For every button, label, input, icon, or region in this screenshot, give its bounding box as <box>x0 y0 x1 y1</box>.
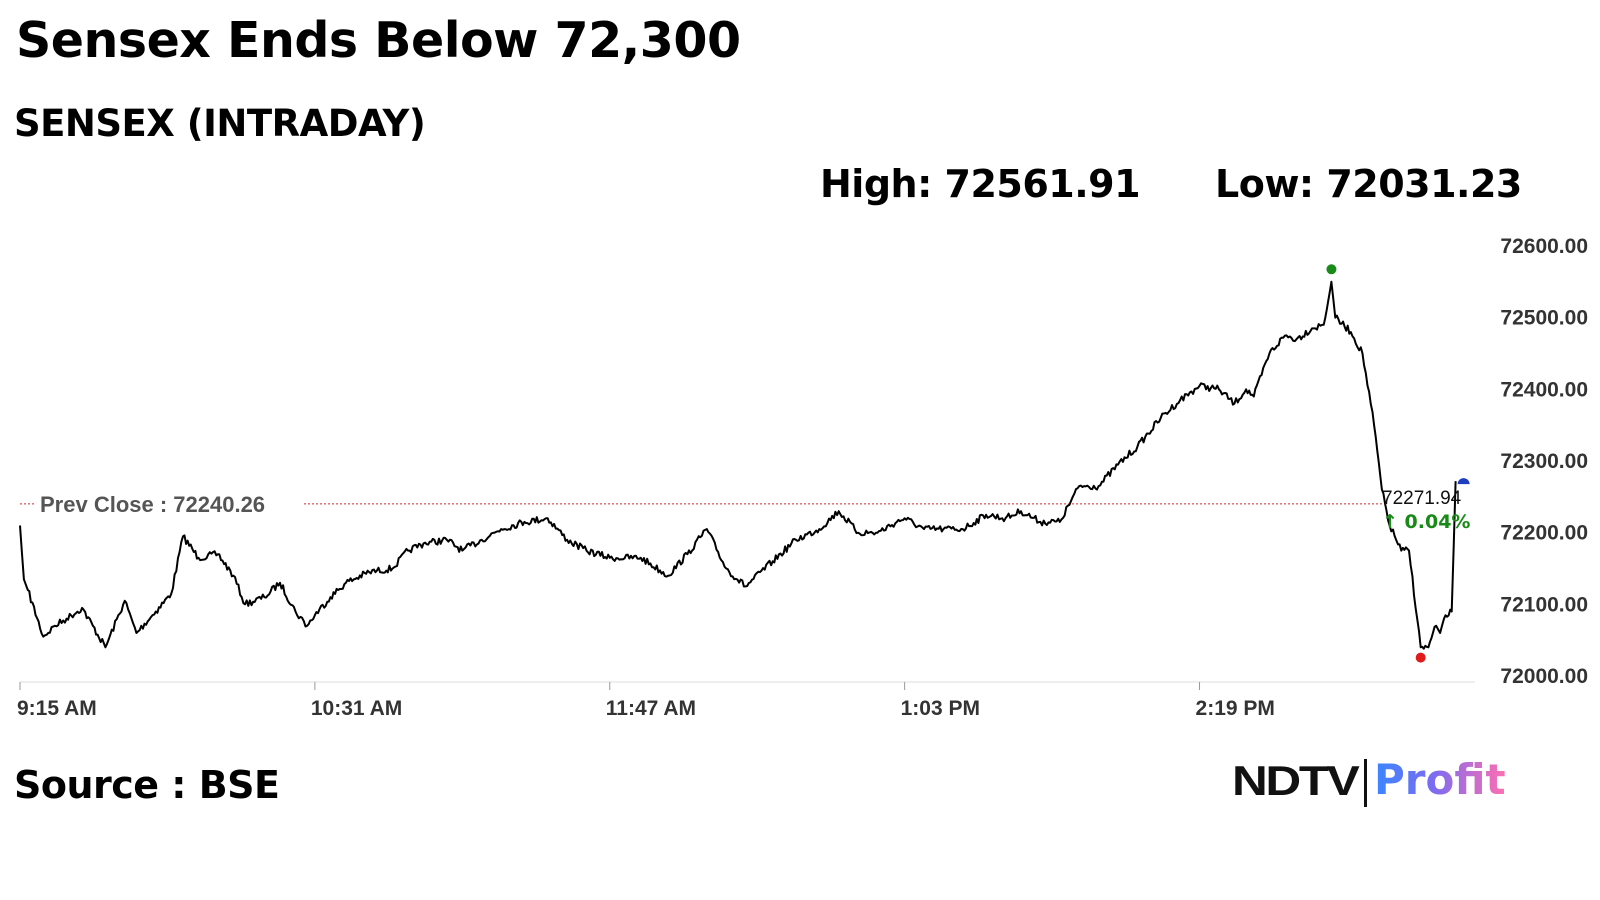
x-tick-label: 11:47 AM <box>606 697 696 720</box>
label-layer: 72271.94↑ 0.04% <box>1382 488 1470 533</box>
y-tick-label: 72000.00 <box>1500 665 1588 688</box>
day-high-marker <box>1326 264 1337 275</box>
axis-layer: 9:15 AM 10:31 AM 11:47 AM 1:03 PM 2:19 PM 720… <box>17 235 1588 720</box>
y-tick-label: 72600.00 <box>1500 235 1588 258</box>
x-tick-label: 10:31 AM <box>311 697 402 720</box>
y-tick-label: 72400.00 <box>1500 378 1588 401</box>
y-tick-label: 72300.00 <box>1500 450 1588 473</box>
logo-profit-text: Profit <box>1374 755 1506 804</box>
y-tick-label: 72100.00 <box>1500 593 1588 616</box>
source-label: Source : BSE <box>14 763 280 807</box>
prev-close-layer: Prev Close : 72240.26 <box>20 488 1385 517</box>
logo-ndtv-text: NDTV <box>1232 757 1360 804</box>
logo-divider <box>1364 759 1367 807</box>
high-stat: High: 72561.91 <box>820 162 1141 206</box>
sensex-price-line <box>19 280 1457 650</box>
x-tick-label: 2:19 PM <box>1196 697 1275 720</box>
line-layer <box>19 280 1457 650</box>
intraday-line-chart: 9:15 AM 10:31 AM 11:47 AM 1:03 PM 2:19 PM 720… <box>17 235 1588 720</box>
x-tick-label: 1:03 PM <box>901 697 980 720</box>
marker-layer <box>1326 264 1470 663</box>
last-price-label: 72271.94 <box>1382 488 1462 509</box>
chart-subtitle: SENSEX (INTRADAY) <box>14 102 426 145</box>
y-tick-label: 72200.00 <box>1500 522 1588 545</box>
change-percent-label: ↑ 0.04% <box>1382 511 1470 533</box>
day-low-marker <box>1415 652 1426 663</box>
x-tick-label: 9:15 AM <box>17 697 97 720</box>
ndtv-profit-logo: NDTV Profit <box>1232 755 1512 815</box>
prev-close-label: Prev Close : 72240.26 <box>40 492 265 517</box>
page-title: Sensex Ends Below 72,300 <box>16 12 741 69</box>
prev-close-label-bg <box>36 488 304 517</box>
low-stat: Low: 72031.23 <box>1215 162 1522 206</box>
y-tick-label: 72500.00 <box>1500 307 1588 330</box>
last-price-marker <box>1457 478 1470 485</box>
